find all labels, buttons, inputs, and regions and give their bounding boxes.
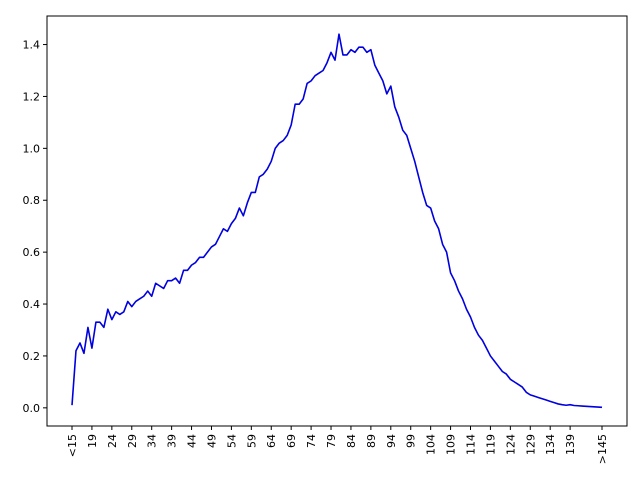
- y-tick-label: 0.6: [23, 246, 41, 259]
- x-tick-label: 109: [445, 434, 458, 455]
- x-tick-label: 129: [524, 434, 537, 455]
- x-axis: <15 19 24 29 34 39 44 49 54 59 64 69 74 79 84 89 94 99 104…: [66, 426, 609, 464]
- x-tick-label: 29: [126, 434, 139, 448]
- x-tick-label: 19: [86, 434, 99, 448]
- x-tick-label: 74: [305, 434, 318, 448]
- plot-frame: [46, 15, 628, 427]
- x-tick-label: 49: [205, 434, 218, 448]
- x-tick-label: 134: [544, 434, 557, 455]
- y-tick-label: 0.8: [23, 194, 41, 207]
- series-layer: [71, 33, 603, 409]
- y-tick-label: 1.2: [23, 90, 41, 103]
- x-tick-label: >145: [596, 434, 609, 464]
- y-axis: 0.0 0.2 0.4 0.6 0.8 1.0 1.2 1.4: [23, 39, 47, 415]
- y-tick-label: 0.2: [23, 350, 41, 363]
- x-tick-label: 44: [186, 434, 199, 448]
- y-tick-label: 0.0: [23, 402, 41, 415]
- x-tick-label: 89: [365, 434, 378, 448]
- x-tick-label: 69: [285, 434, 298, 448]
- y-tick-label: 1.0: [23, 142, 41, 155]
- x-tick-label: 119: [484, 434, 497, 455]
- x-tick-label: 64: [265, 434, 278, 448]
- y-tick-label: 1.4: [23, 39, 41, 52]
- x-tick-label: 59: [245, 434, 258, 448]
- y-tick-label: 0.4: [23, 298, 41, 311]
- x-tick-label: 24: [106, 434, 119, 448]
- x-tick-label: 124: [504, 434, 517, 455]
- x-tick-label: 114: [464, 434, 477, 455]
- x-tick-label: 84: [345, 434, 358, 448]
- x-tick-label: 54: [225, 434, 238, 448]
- x-tick-label: 94: [385, 434, 398, 448]
- x-tick-label: 104: [425, 434, 438, 455]
- x-tick-label: 139: [564, 434, 577, 455]
- series-line: [71, 33, 603, 409]
- x-tick-label: 39: [166, 434, 179, 448]
- x-tick-label: 99: [405, 434, 418, 448]
- x-tick-label: <15: [66, 434, 79, 457]
- x-tick-label: 34: [146, 434, 159, 448]
- x-tick-label: 79: [325, 434, 338, 448]
